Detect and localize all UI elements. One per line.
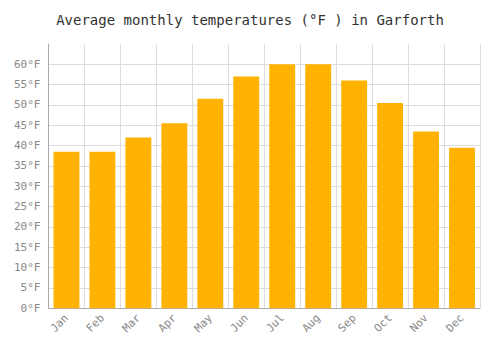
svg-text:Dec: Dec <box>443 312 466 335</box>
svg-text:30°F: 30°F <box>14 180 41 193</box>
svg-text:Jul: Jul <box>264 312 287 335</box>
svg-text:25°F: 25°F <box>14 200 41 213</box>
svg-text:10°F: 10°F <box>14 261 41 274</box>
svg-text:60°F: 60°F <box>14 58 41 71</box>
svg-text:15°F: 15°F <box>14 241 41 254</box>
svg-text:Oct: Oct <box>371 312 394 335</box>
svg-text:50°F: 50°F <box>14 98 41 111</box>
svg-text:Jan: Jan <box>48 312 71 335</box>
svg-text:20°F: 20°F <box>14 220 41 233</box>
svg-text:45°F: 45°F <box>14 119 41 132</box>
svg-text:May: May <box>192 311 215 334</box>
svg-text:Mar: Mar <box>120 311 143 334</box>
svg-text:Nov: Nov <box>407 311 430 334</box>
svg-text:Apr: Apr <box>156 311 179 334</box>
svg-text:55°F: 55°F <box>14 78 41 91</box>
svg-text:Aug: Aug <box>300 312 323 335</box>
svg-text:Jun: Jun <box>228 312 251 335</box>
svg-text:Sep: Sep <box>336 312 359 335</box>
svg-text:Average monthly temperatures (: Average monthly temperatures (°F ) in Ga… <box>56 12 444 28</box>
svg-text:0°F: 0°F <box>21 302 41 315</box>
svg-text:Feb: Feb <box>84 312 107 335</box>
svg-text:5°F: 5°F <box>21 281 41 294</box>
svg-text:40°F: 40°F <box>14 139 41 152</box>
svg-text:35°F: 35°F <box>14 159 41 172</box>
